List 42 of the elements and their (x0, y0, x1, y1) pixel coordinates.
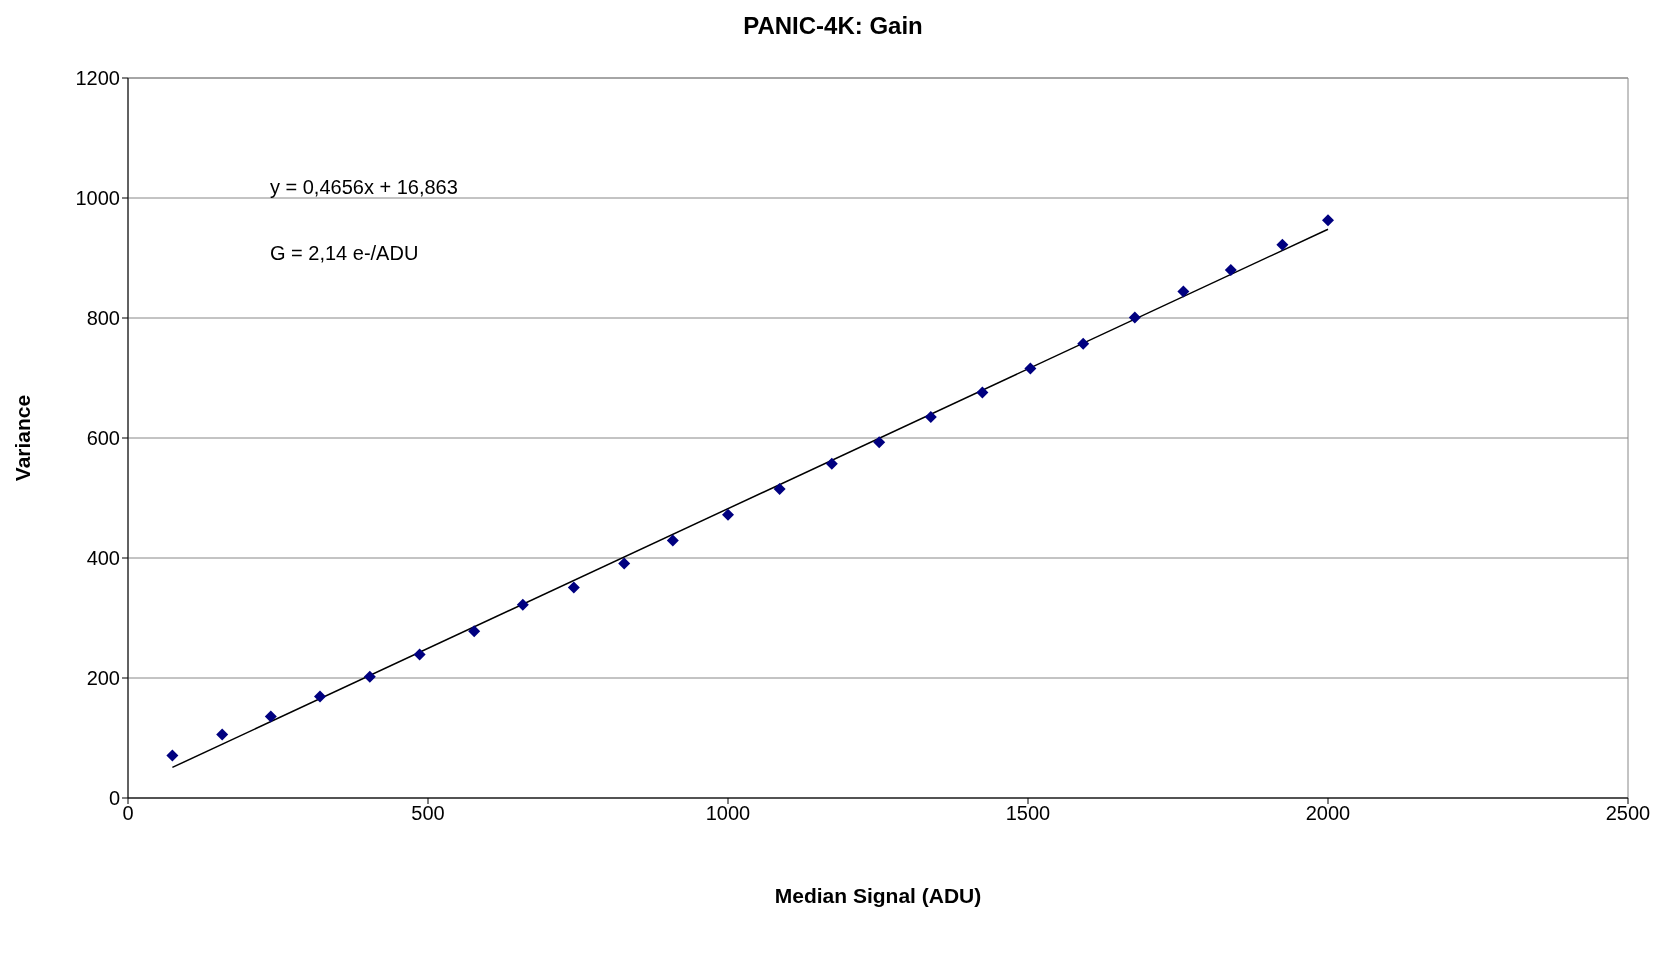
point (1128, 311, 1141, 324)
y-tick-label: 1000 (75, 187, 120, 210)
point (825, 457, 838, 470)
y-tick-label: 1200 (75, 67, 120, 90)
point (216, 728, 229, 741)
y-tick-label: 200 (86, 667, 120, 690)
point (516, 598, 529, 611)
x-tick-label: 1500 (1005, 802, 1051, 825)
point (363, 670, 376, 683)
annotation: G = 2,14 e-/ADU (269, 241, 419, 265)
x-tick-label: 1000 (705, 802, 751, 825)
y-axis-title: Variance (11, 394, 35, 482)
point (1276, 238, 1289, 251)
point (873, 436, 886, 449)
point (1322, 214, 1334, 227)
x-tick-label: 500 (411, 802, 445, 825)
y-tick-label: 600 (86, 427, 120, 450)
point (1024, 362, 1037, 375)
x-axis-title: Median Signal (ADU) (774, 884, 982, 907)
chart-title: PANIC-4K: Gain (742, 12, 924, 40)
point (314, 690, 326, 703)
point (413, 648, 426, 661)
y-tick-label: 400 (86, 547, 120, 570)
point (264, 710, 277, 723)
x-tick-label: 2000 (1305, 802, 1351, 825)
y-tick-label: 0 (108, 787, 120, 810)
point (1224, 264, 1237, 276)
y-tick-label: 800 (86, 307, 120, 330)
point (976, 386, 989, 399)
point (773, 483, 786, 495)
point (722, 508, 734, 521)
point (468, 625, 481, 638)
point (567, 581, 580, 594)
point (1177, 285, 1190, 298)
point (666, 534, 679, 547)
x-tick-label: 0 (122, 802, 134, 825)
point (924, 411, 937, 423)
point (618, 557, 631, 570)
annotation: y = 0,4656x + 16,863 (269, 175, 458, 199)
point (1077, 337, 1090, 350)
point (166, 749, 179, 762)
x-tick-label: 2500 (1605, 802, 1651, 825)
